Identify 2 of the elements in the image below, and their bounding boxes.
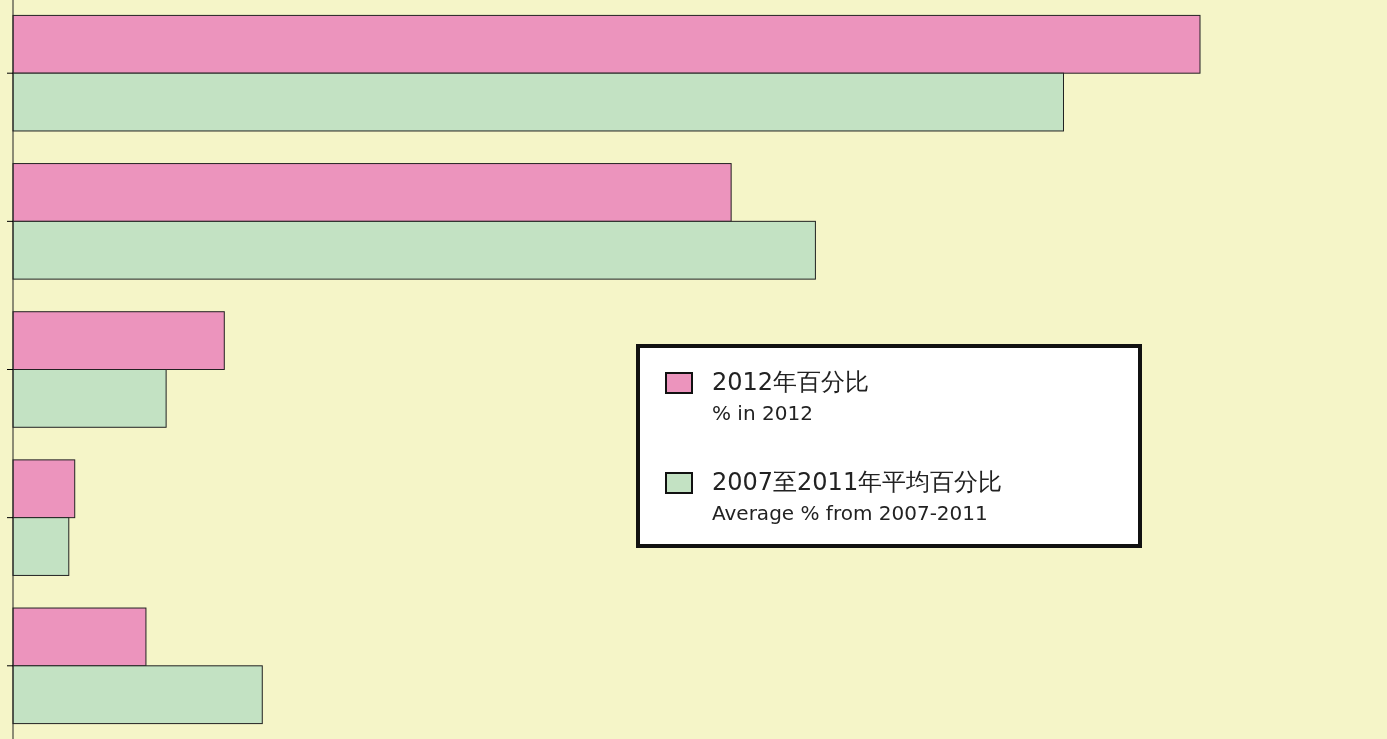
legend-label: 2012年百分比 % in 2012: [712, 368, 870, 425]
legend-label: 2007至2011年平均百分比 Average % from 2007-2011: [712, 468, 1003, 525]
